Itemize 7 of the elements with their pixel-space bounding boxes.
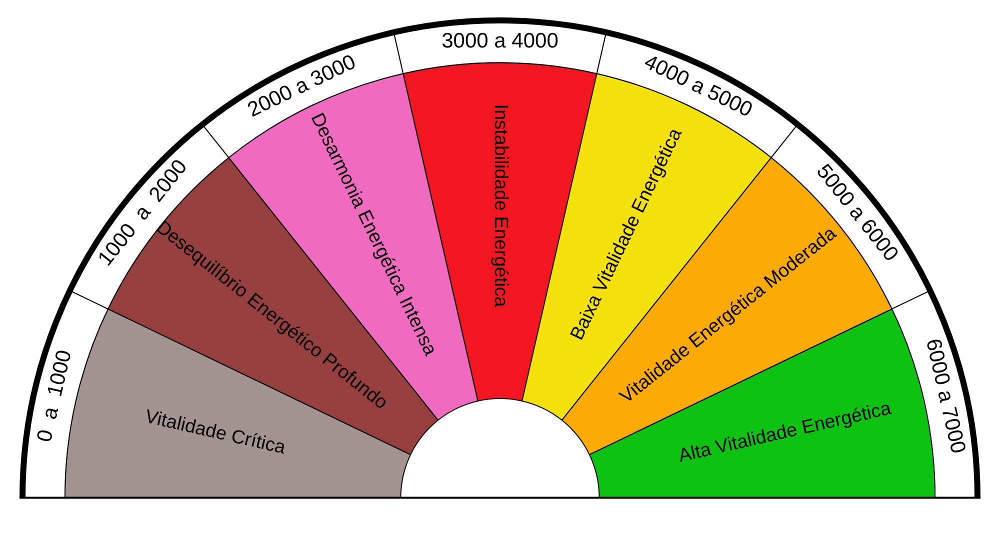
text: 0 a 1000 — [32, 348, 76, 444]
slice-label: Alta Vitalidade Energética — [676, 398, 894, 467]
slice-label: Vitalidade Crítica — [143, 406, 288, 459]
slice-label: Instabilidade Energética — [490, 104, 511, 308]
text: 4000 a 5000 — [640, 50, 756, 122]
text: 6000 a 7000 — [921, 336, 970, 456]
text: 3000 a 4000 — [442, 29, 558, 52]
